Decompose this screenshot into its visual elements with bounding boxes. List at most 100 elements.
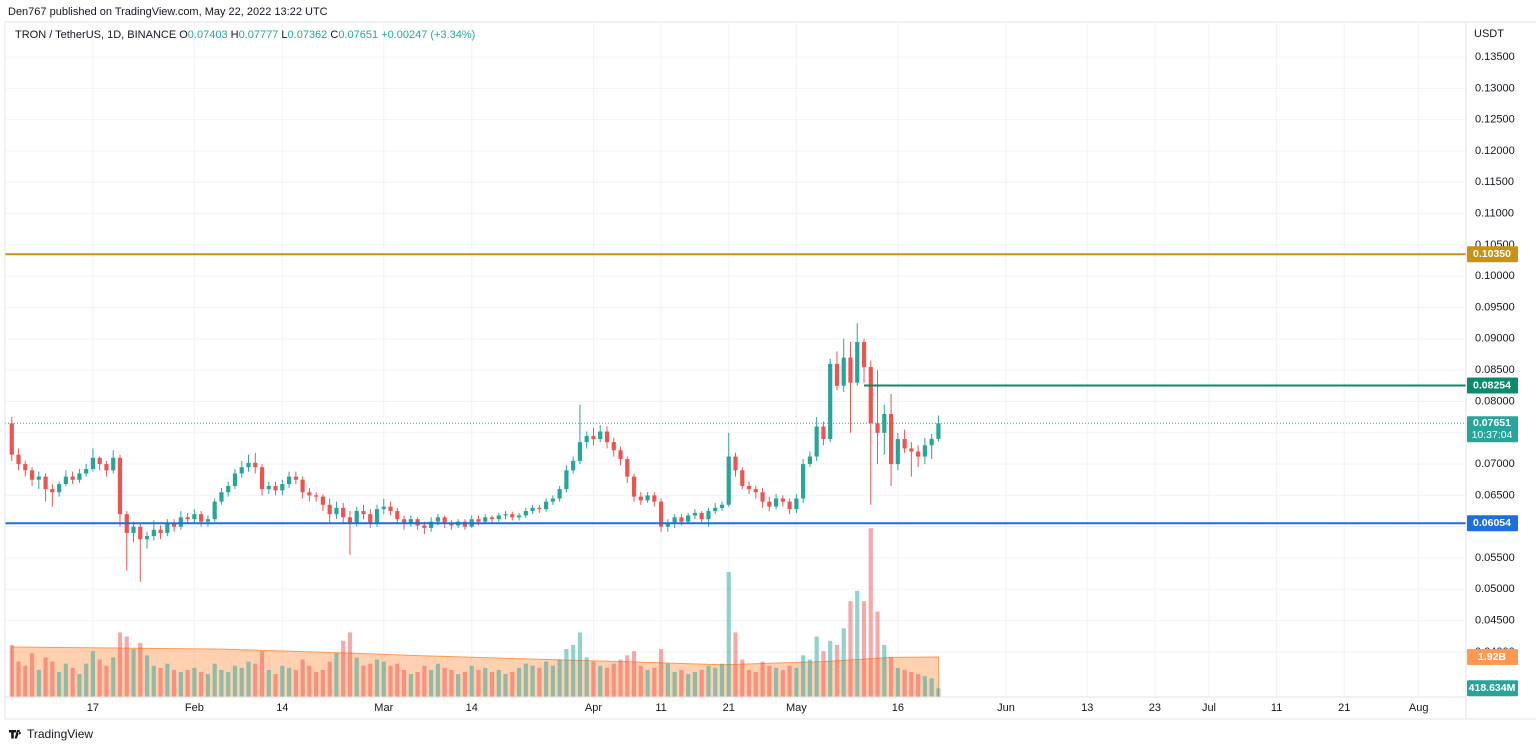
volume-bar	[16, 661, 21, 697]
volume-bar	[97, 659, 102, 697]
volume-bar	[814, 636, 819, 697]
candle-body	[510, 514, 515, 518]
volume-bar	[219, 669, 224, 697]
volume-bar	[767, 665, 772, 697]
volume-bar	[401, 669, 407, 697]
y-tick-label: 0.08500	[1475, 364, 1515, 376]
volume-bar	[875, 611, 880, 697]
y-tick-label: 0.11000	[1475, 208, 1514, 220]
candle-body	[334, 507, 339, 515]
candle-body	[320, 496, 325, 505]
legend-key: H	[231, 29, 239, 41]
candle-body	[401, 519, 407, 524]
y-tick-label: 0.12500	[1475, 114, 1515, 126]
x-tick-label: 11	[655, 702, 666, 714]
candle-body	[523, 511, 528, 516]
last-price-box	[1467, 416, 1518, 443]
candle-body	[652, 495, 657, 502]
volume-bar	[178, 672, 183, 697]
candle-body	[253, 462, 258, 468]
volume-bar	[422, 665, 427, 697]
volume-bar	[138, 642, 143, 697]
candle-body	[922, 445, 927, 457]
candle-body	[381, 506, 386, 510]
x-tick-label: 14	[466, 702, 478, 714]
y-tick-label: 0.13000	[1475, 82, 1515, 94]
candle-body	[429, 521, 434, 528]
candle-body	[219, 492, 224, 502]
volume-bar	[489, 672, 495, 697]
axes: 0.13500 0.13000 0.12500 0.12000 0.11500 0.110…	[87, 51, 1518, 714]
candle-body	[327, 504, 332, 515]
candle-body	[449, 523, 454, 526]
volume-bar	[408, 674, 413, 697]
volume-bar	[185, 669, 190, 697]
volume-bar	[29, 653, 35, 697]
volume-bar	[442, 667, 447, 697]
last-price-label: 0.07651	[1473, 417, 1511, 429]
x-tick-label: 21	[723, 702, 735, 714]
volume-bar	[273, 674, 278, 697]
candle-body	[192, 514, 197, 520]
volume-bar	[77, 674, 82, 697]
candle-body	[496, 515, 501, 520]
candle-body	[571, 460, 576, 471]
candle-body	[537, 507, 542, 510]
volume-bar	[794, 667, 799, 697]
y-tick-label: 0.08000	[1475, 395, 1515, 407]
volume-bar	[855, 590, 860, 697]
volume-bar	[361, 665, 366, 697]
volume-bar	[909, 672, 914, 697]
volume-bar	[347, 632, 353, 697]
candle-body	[483, 517, 488, 522]
volume-bar	[63, 663, 68, 697]
y-tick-label: 0.09000	[1475, 333, 1515, 345]
candle-body	[347, 517, 353, 524]
volume-bar	[740, 659, 745, 697]
candle-body	[23, 464, 28, 471]
volume-bar	[212, 663, 217, 697]
candle-body	[36, 476, 41, 480]
candle-body	[591, 435, 596, 440]
volume-bar	[124, 636, 129, 697]
volume-bar	[679, 669, 684, 697]
candle-body	[286, 476, 292, 485]
x-tick-label: 17	[87, 702, 99, 714]
candle-body	[855, 341, 860, 383]
volume-bar	[246, 661, 251, 697]
candle-body	[760, 492, 765, 502]
volume-bar	[807, 659, 812, 697]
candle-body	[131, 526, 136, 533]
x-tick-label: 14	[276, 702, 288, 714]
candle-body	[530, 507, 535, 512]
volume-bar	[638, 665, 643, 697]
candle-body	[713, 507, 718, 512]
candle-body	[936, 423, 941, 439]
volume-bar	[611, 663, 616, 697]
countdown: 10:37:04	[1472, 429, 1513, 441]
candle-body	[158, 529, 163, 533]
price-axis-bg	[1466, 22, 1536, 719]
volume-bar	[841, 628, 846, 697]
volume-bar	[205, 674, 211, 697]
volume-bar	[773, 667, 779, 697]
candle-body	[834, 363, 840, 386]
volume-bar	[652, 667, 657, 697]
candle-body	[902, 439, 907, 449]
candle-body	[354, 511, 359, 524]
volume-bar	[36, 669, 41, 697]
candle-body	[117, 457, 123, 515]
volume-bar	[753, 672, 758, 697]
candle-body	[435, 517, 440, 522]
volume-bar	[936, 688, 941, 697]
candle-body	[794, 498, 799, 510]
x-tick-label: Apr	[585, 702, 602, 714]
candle-body	[185, 517, 190, 520]
volume-last-label: 418.634M	[1469, 682, 1516, 694]
volume-bar	[692, 672, 698, 697]
candle-body	[178, 517, 183, 527]
candle-body	[388, 506, 393, 512]
volume-bar	[645, 669, 650, 697]
candle-body	[293, 476, 298, 480]
